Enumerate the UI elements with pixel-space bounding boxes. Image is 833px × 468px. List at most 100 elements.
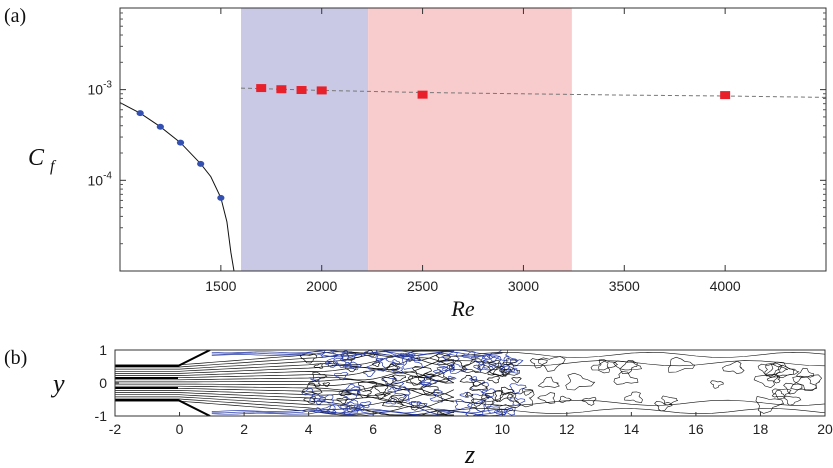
- contour-eddy: [481, 393, 491, 400]
- contour-eddy: [324, 360, 338, 368]
- laminar-point-1: [136, 110, 144, 117]
- contour-eddy: [376, 350, 397, 361]
- contour-eddy: [471, 398, 486, 407]
- contour-eddy: [504, 407, 514, 413]
- contour-eddy: [511, 377, 522, 383]
- panel-b-label: (b): [4, 347, 27, 369]
- x-tick-label-1500: 1500: [205, 278, 236, 294]
- contour-eddy: [429, 394, 444, 403]
- x-tick-label-3000: 3000: [508, 278, 539, 294]
- contour-eddy: [307, 379, 321, 387]
- contour-eddy: [436, 366, 449, 374]
- y-axis-ticks-b: 1 0 -1: [95, 342, 119, 424]
- laminar-point-3: [176, 139, 185, 146]
- contour-eddy: [334, 371, 349, 381]
- shaded-regions: [241, 8, 572, 271]
- contour-eddy: [506, 390, 535, 408]
- contour-eddy: [581, 396, 597, 406]
- contour-eddy: [371, 361, 381, 367]
- x-tick-label-2000: 2000: [306, 278, 337, 294]
- contour-eddy: [473, 364, 485, 372]
- contour-eddy: [312, 371, 328, 381]
- contour-eddy: [613, 360, 638, 375]
- contour-eddy: [382, 391, 391, 397]
- contour-eddy: [771, 388, 792, 400]
- y-tick-exponent: -4: [103, 170, 112, 181]
- contour-eddy: [442, 364, 456, 372]
- wall-contour: [211, 350, 503, 355]
- downstream-contour: [437, 408, 825, 415]
- contour-eddy: [459, 375, 477, 384]
- x-axis-label-b: z: [464, 440, 475, 468]
- contour-line: [115, 396, 454, 416]
- contour-eddy: [310, 376, 321, 383]
- contour-eddy: [342, 362, 353, 368]
- contour-eddy: [500, 407, 516, 416]
- z-tick-label-12: 12: [559, 421, 575, 437]
- contour-eddy: [461, 360, 481, 373]
- contour-eddy: [465, 406, 484, 416]
- contour-eddy: [790, 376, 818, 391]
- data-markers: [136, 84, 731, 201]
- contour-line: [115, 355, 455, 372]
- contour-eddy: [326, 354, 347, 367]
- wall-contour: [211, 408, 503, 414]
- contour-line: [115, 359, 454, 376]
- contour-eddy: [433, 388, 444, 395]
- contour-eddy: [336, 397, 349, 405]
- contour-eddy: [375, 357, 384, 363]
- contour-eddy: [500, 386, 515, 396]
- panel-b: (b) -2 0 2 4 6 8 10 12 14 16 18 20 10-1 z y: [4, 342, 833, 468]
- contour-eddy: [471, 378, 485, 388]
- contour-eddy: [309, 393, 327, 403]
- contour-eddy: [301, 388, 316, 396]
- y-tick-label-1: 10-4: [88, 170, 113, 188]
- contour-eddy: [303, 396, 316, 404]
- contour-eddy: [386, 363, 398, 371]
- contour-eddy: [344, 383, 361, 393]
- contour-eddy: [537, 392, 556, 404]
- contour-eddy: [710, 380, 724, 389]
- contour-eddy: [345, 365, 358, 373]
- contour-eddy: [619, 359, 642, 371]
- contour-eddy: [341, 350, 359, 361]
- x-axis-ticks-b: -2 0 2 4 6 8 10 12 14 16 18 20: [109, 412, 833, 437]
- contour-eddy: [783, 395, 802, 406]
- contour-eddy: [765, 361, 795, 378]
- contour-eddy: [374, 393, 387, 400]
- contour-eddy: [661, 395, 678, 406]
- contour-eddy: [529, 358, 548, 369]
- contour-eddy: [476, 361, 495, 371]
- contour-eddy: [757, 363, 783, 377]
- x-tick-label-2500: 2500: [407, 278, 438, 294]
- contour-eddy: [349, 361, 363, 369]
- y-axis-label-a: C f: [28, 145, 57, 175]
- z-tick-label-14: 14: [624, 421, 640, 437]
- contour-eddy: [485, 390, 502, 403]
- contour-eddy: [783, 382, 803, 395]
- contour-eddy: [486, 376, 501, 384]
- contour-line: [115, 350, 454, 366]
- contour-eddy: [343, 406, 359, 415]
- contour-eddy: [350, 365, 359, 371]
- contour-eddy: [796, 367, 815, 378]
- contour-eddy: [346, 401, 364, 413]
- x-axis-ticks-a: 1500 2000 2500 3000 3500 4000: [205, 8, 741, 294]
- contour-eddy: [509, 383, 527, 394]
- contour-eddy: [481, 388, 496, 398]
- z-tick-label-6: 6: [369, 421, 377, 437]
- turbulent-point-1: [256, 84, 267, 93]
- contour-eddy: [771, 390, 785, 398]
- contour-line: [115, 357, 455, 374]
- contour-eddy: [374, 385, 389, 394]
- contour-eddy: [460, 358, 492, 374]
- panel-a: (a) 1500 2000 2500 3000 3500 4000 10-310-4 Re…: [4, 5, 827, 321]
- shaded-region-2: [368, 8, 572, 271]
- contour-eddy: [418, 375, 438, 386]
- contour-eddy: [489, 350, 509, 361]
- contour-eddy: [537, 376, 560, 388]
- contour-eddy: [486, 355, 501, 362]
- contour-line: [115, 392, 454, 409]
- contour-eddy: [391, 367, 403, 374]
